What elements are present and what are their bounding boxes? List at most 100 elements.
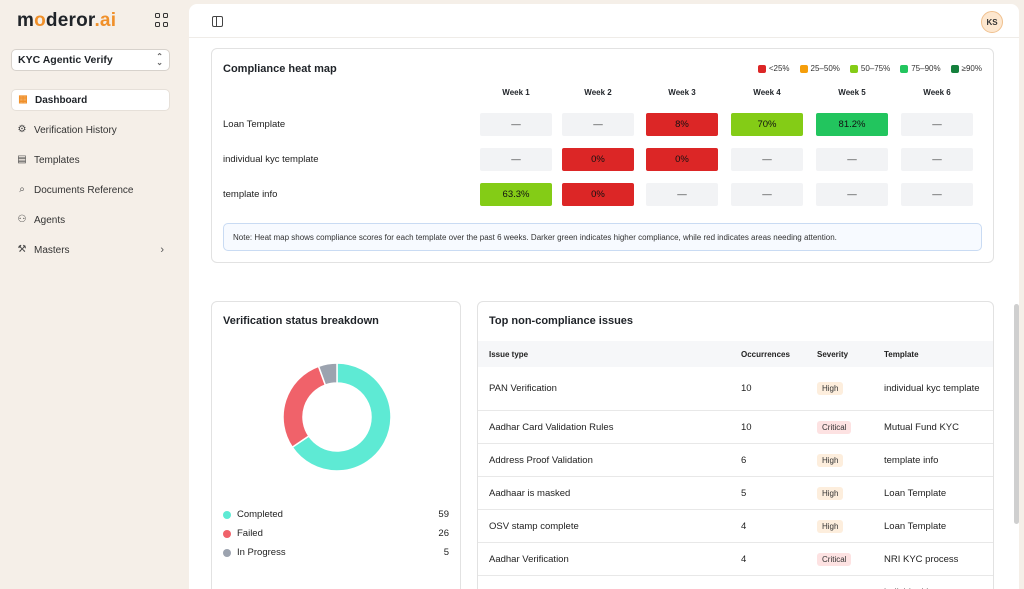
- table-row[interactable]: individual kyc: [478, 576, 993, 589]
- table-header-row: Issue type Occurrences Severity Template: [478, 341, 993, 367]
- heatmap-cell[interactable]: —: [562, 113, 634, 136]
- legend-swatch: [950, 64, 959, 73]
- grid-icon: ▦: [18, 94, 28, 105]
- status-legend-item: Completed 59: [223, 505, 449, 524]
- brand-logo[interactable]: moderor.ai: [17, 10, 117, 31]
- issue-type: Aadhaar is masked: [489, 487, 571, 499]
- heatmap-cell[interactable]: 70%: [731, 113, 803, 136]
- severity-cell: Critical: [817, 411, 877, 443]
- issues-title: Top non-compliance issues: [489, 315, 634, 327]
- severity-badge: Critical: [817, 552, 852, 566]
- heatmap-cell[interactable]: —: [480, 113, 552, 136]
- donut-slice-failed[interactable]: [282, 365, 327, 449]
- page-scrollbar[interactable]: [1014, 304, 1019, 524]
- heatmap-row-label: individual kyc template: [223, 154, 319, 165]
- heatmap-cell[interactable]: —: [480, 148, 552, 171]
- severity-badge: High: [817, 519, 844, 533]
- legend-item: 75–90%: [900, 64, 941, 73]
- sidebar-toggle-icon[interactable]: [212, 16, 223, 27]
- column-header[interactable]: Severity: [817, 349, 849, 359]
- issue-type: Aadhar Card Validation Rules: [489, 421, 614, 433]
- legend-swatch: [799, 64, 808, 73]
- template-name: Loan Template: [884, 520, 947, 532]
- column-header[interactable]: Template: [884, 349, 919, 359]
- heatmap-cell[interactable]: —: [816, 148, 888, 171]
- sidebar-item-documents-reference[interactable]: ⌕ Documents Reference: [11, 179, 170, 201]
- heatmap-cell[interactable]: 0%: [562, 183, 634, 206]
- table-row[interactable]: PAN Verification 10 High individual kyc tem…: [478, 367, 993, 411]
- donut-slice-completed[interactable]: [291, 362, 392, 472]
- heatmap-cell[interactable]: —: [901, 148, 973, 171]
- status-label: In Progress: [237, 547, 286, 558]
- heatmap-cell[interactable]: —: [646, 183, 718, 206]
- sidebar-item-dashboard[interactable]: ▦ Dashboard: [11, 89, 170, 111]
- week-header: Week 6: [923, 88, 951, 97]
- app-grid-icon[interactable]: [155, 13, 169, 27]
- severity-badge: High: [817, 453, 844, 467]
- table-row[interactable]: Aadhar Card Validation Rules 10 Critical Mu…: [478, 411, 993, 444]
- occurrences: [741, 576, 811, 589]
- severity-badge: High: [817, 486, 844, 500]
- template-name: individual kyc: [884, 576, 984, 589]
- sidebar-item-agents[interactable]: ⚇ Agents: [11, 209, 170, 231]
- status-count: 26: [438, 528, 449, 539]
- sidebar-item-label: Verification History: [34, 124, 117, 136]
- column-header[interactable]: Occurrences: [741, 349, 790, 359]
- heatmap-cell[interactable]: 63.3%: [480, 183, 552, 206]
- status-dot: [223, 510, 231, 519]
- heatmap-cell[interactable]: 0%: [646, 148, 718, 171]
- sidebar-item-label: Documents Reference: [34, 184, 134, 196]
- severity-badge: Critical: [817, 420, 852, 434]
- occurrences: 6: [741, 454, 747, 466]
- gear-icon: ⚙: [17, 124, 27, 135]
- legend-label: 25–50%: [810, 64, 840, 73]
- verification-title: Verification status breakdown: [223, 315, 379, 327]
- legend-item: <25%: [757, 64, 790, 73]
- table-row[interactable]: Aadhaar is masked 5 High Loan Template: [478, 477, 993, 510]
- issue-type: Aadhar Verification: [489, 553, 569, 565]
- table-row[interactable]: OSV stamp complete 4 High Loan Template: [478, 510, 993, 543]
- sidebar-item-masters[interactable]: ⚒ Masters ›: [11, 239, 170, 261]
- legend-item: 50–75%: [849, 64, 890, 73]
- template-name: template info: [884, 454, 939, 466]
- table-row[interactable]: Aadhar Verification 4 Critical NRI KYC proc…: [478, 543, 993, 576]
- template-name: Loan Template: [884, 487, 947, 499]
- heatmap-cell[interactable]: 8%: [646, 113, 718, 136]
- severity-cell: [817, 576, 877, 589]
- heatmap-cell[interactable]: 81.2%: [816, 113, 888, 136]
- week-header: Week 2: [584, 88, 612, 97]
- heatmap-cell[interactable]: —: [901, 113, 973, 136]
- workspace-name: KYC Agentic Verify: [18, 54, 113, 66]
- heatmap-cell[interactable]: —: [816, 183, 888, 206]
- heatmap-cell[interactable]: 0%: [562, 148, 634, 171]
- heatmap-title: Compliance heat map: [223, 63, 337, 75]
- legend-swatch: [757, 64, 766, 73]
- status-legend-item: In Progress 5: [223, 543, 449, 562]
- donut-slice-in-progress[interactable]: [317, 362, 338, 387]
- sidebar-item-label: Masters: [34, 244, 70, 256]
- sidebar-nav: ▦ Dashboard ⚙ Verification History ▤ Template…: [11, 89, 170, 269]
- users-icon: ⚇: [17, 214, 27, 225]
- legend-label: 75–90%: [911, 64, 941, 73]
- occurrences: 10: [741, 383, 752, 394]
- sidebar-item-templates[interactable]: ▤ Templates: [11, 149, 170, 171]
- column-header[interactable]: Issue type: [489, 349, 529, 359]
- compliance-heatmap-card: Compliance heat map <25% 25–50% 50–75% 75–9…: [211, 48, 994, 263]
- tools-icon: ⚒: [17, 244, 27, 255]
- avatar[interactable]: KS: [981, 11, 1003, 33]
- occurrences: 4: [741, 520, 747, 532]
- occurrences: 4: [741, 553, 747, 565]
- template-name: individual kyc template: [884, 383, 980, 394]
- status-donut-chart: [282, 362, 392, 472]
- table-row[interactable]: Address Proof Validation 6 High template in…: [478, 444, 993, 477]
- workspace-selector[interactable]: KYC Agentic Verify ⌃ ⌄: [11, 49, 170, 71]
- severity-badge: High: [817, 382, 844, 395]
- week-header: Week 5: [838, 88, 866, 97]
- heatmap-cell[interactable]: —: [901, 183, 973, 206]
- status-dot: [223, 529, 231, 538]
- document-icon: ▤: [17, 154, 27, 165]
- status-count: 5: [443, 547, 449, 558]
- heatmap-cell[interactable]: —: [731, 148, 803, 171]
- sidebar-item-verification-history[interactable]: ⚙ Verification History: [11, 119, 170, 141]
- heatmap-cell[interactable]: —: [731, 183, 803, 206]
